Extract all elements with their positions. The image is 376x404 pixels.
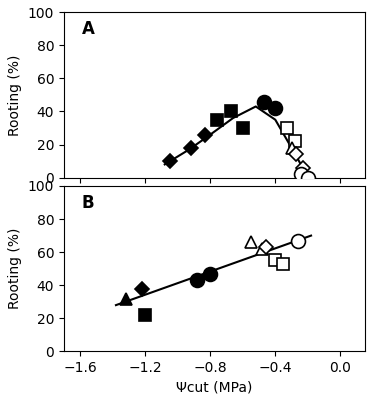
Y-axis label: Rooting (%): Rooting (%) [8, 228, 22, 309]
Text: B: B [82, 194, 95, 212]
Text: A: A [82, 20, 95, 38]
X-axis label: Ψcut (MPa): Ψcut (MPa) [176, 381, 253, 395]
Y-axis label: Rooting (%): Rooting (%) [8, 54, 22, 136]
